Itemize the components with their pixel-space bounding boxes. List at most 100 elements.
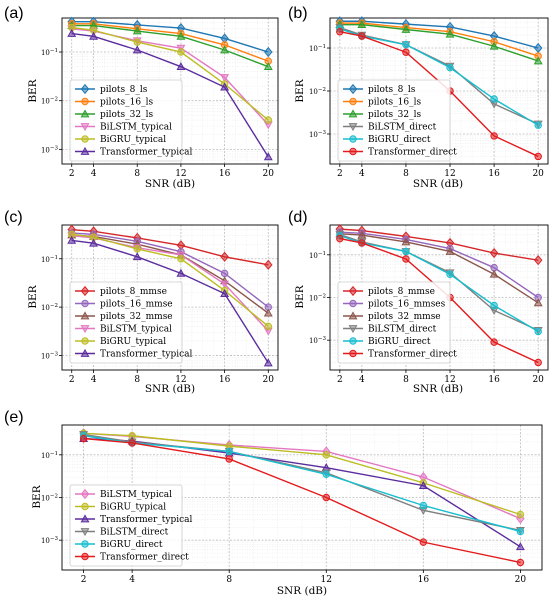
series-line	[339, 31, 539, 158]
series-transformer-direct	[79, 434, 525, 567]
legend-marker	[81, 299, 89, 308]
data-point	[516, 558, 525, 567]
data-point	[322, 451, 331, 459]
data-point	[220, 269, 229, 278]
legend-marker	[80, 123, 90, 132]
legend-label: pilots_32_mmse	[368, 312, 441, 322]
data-point	[220, 74, 230, 83]
legend-marker	[348, 123, 358, 132]
data-point	[533, 56, 543, 65]
legend-item: pilots_8_ls	[343, 83, 416, 95]
legend-label: pilots_16_ls	[100, 98, 154, 108]
data-point	[418, 480, 428, 489]
legend-marker	[349, 337, 357, 345]
data-point	[67, 235, 77, 244]
x-tick-label: 12	[444, 375, 455, 385]
x-axis-label: SNR (dB)	[277, 585, 327, 597]
y-axis-label: BER	[31, 484, 43, 508]
legend: BiLSTM_typical BiGRU_typical Transformer_t…	[69, 484, 193, 567]
legend-item: BiLSTM_direct	[343, 325, 437, 335]
y-axis-label: BER	[27, 284, 39, 308]
legend-label: pilots_16_mmse	[100, 300, 173, 310]
data-point	[419, 538, 428, 546]
data-point	[402, 40, 410, 49]
legend-marker	[81, 502, 89, 511]
legend-marker	[80, 83, 90, 95]
panel-c: (c) 2 4 8 12 16 20 10−3 10−2 10−1 SNR (dB) BER pilot…	[4, 209, 279, 395]
panel-e: (e) 2 4 8 12 16 20 10−3 10−2 10−1 SNR (dB) BER BiLST…	[4, 409, 543, 597]
legend-marker	[349, 97, 357, 106]
data-point	[322, 493, 331, 502]
x-tick-label: 20	[263, 375, 275, 385]
x-tick-label: 8	[403, 169, 409, 179]
data-point	[419, 501, 428, 510]
data-point	[263, 62, 273, 71]
y-tick-label: 10−3	[309, 130, 327, 139]
data-point	[534, 152, 542, 161]
x-tick-label: 8	[403, 375, 409, 385]
data-point	[489, 247, 499, 259]
x-tick-label: 16	[219, 169, 231, 179]
data-point	[534, 358, 542, 367]
data-point	[177, 48, 185, 56]
data-point	[225, 447, 233, 456]
x-tick-label: 8	[134, 375, 140, 385]
legend-marker	[80, 325, 90, 334]
legend-item: BiGRU_direct	[343, 135, 431, 145]
legend-marker	[349, 349, 357, 358]
x-axis-label: SNR (dB)	[145, 178, 195, 190]
data-point	[358, 32, 366, 40]
legend-item: BiGRU_direct	[343, 337, 431, 347]
legend-marker	[81, 337, 89, 345]
legend-label: pilots_32_ls	[368, 110, 422, 120]
x-tick-label: 12	[175, 169, 186, 179]
data-point	[132, 252, 142, 261]
data-point	[534, 121, 542, 129]
data-point	[534, 327, 542, 336]
data-point	[89, 31, 99, 40]
y-axis-label: BER	[294, 284, 306, 308]
legend-label: pilots_8_ls	[100, 85, 148, 95]
series-line	[339, 237, 539, 364]
x-tick-label: 2	[81, 575, 87, 585]
legend-item: pilots_32_mmse	[343, 311, 441, 322]
x-axis-label: SNR (dB)	[145, 383, 195, 395]
legend-marker	[80, 528, 90, 537]
plot-frame	[61, 224, 279, 371]
data-point	[446, 63, 454, 72]
data-point	[515, 542, 525, 551]
legend-label: BiGRU_direct	[368, 337, 431, 347]
x-tick-label: 2	[337, 375, 343, 385]
legend-label: Transformer_typical	[100, 515, 193, 525]
series-line	[71, 32, 269, 158]
legend-item: Transformer_typical	[75, 514, 193, 525]
panel-b: (b) 2 4 8 12 16 20 10−3 10−2 10−1 SNR (dB) BER pilot…	[288, 5, 549, 190]
data-point	[220, 251, 229, 262]
legend-label: pilots_8_mmse	[368, 287, 435, 297]
legend-marker	[81, 97, 89, 106]
data-point	[89, 238, 99, 247]
data-point	[132, 45, 142, 54]
x-tick-label: 4	[359, 169, 365, 179]
legend-marker	[80, 348, 90, 357]
data-point	[533, 255, 543, 266]
legend-label: Transformer_direct	[368, 148, 457, 158]
series-line	[83, 433, 521, 532]
legend-item: pilots_8_mmse	[75, 285, 167, 297]
legend-label: BiLSTM_typical	[100, 123, 172, 133]
x-tick-label: 12	[444, 169, 455, 179]
data-point	[489, 269, 499, 278]
y-tick-label: 10−1	[309, 251, 326, 260]
data-point	[263, 358, 273, 367]
data-point	[445, 29, 455, 38]
data-point	[402, 247, 410, 256]
legend-item: pilots_16_mmse	[75, 300, 173, 310]
data-point	[322, 470, 331, 479]
legend-item: BiGRU_direct	[75, 540, 163, 550]
legend-item: pilots_16_ls	[343, 98, 422, 108]
data-point	[490, 301, 498, 310]
legend-marker	[81, 135, 89, 143]
legend-label: BiGRU_typical	[100, 135, 166, 145]
x-tick-label: 4	[91, 169, 97, 179]
